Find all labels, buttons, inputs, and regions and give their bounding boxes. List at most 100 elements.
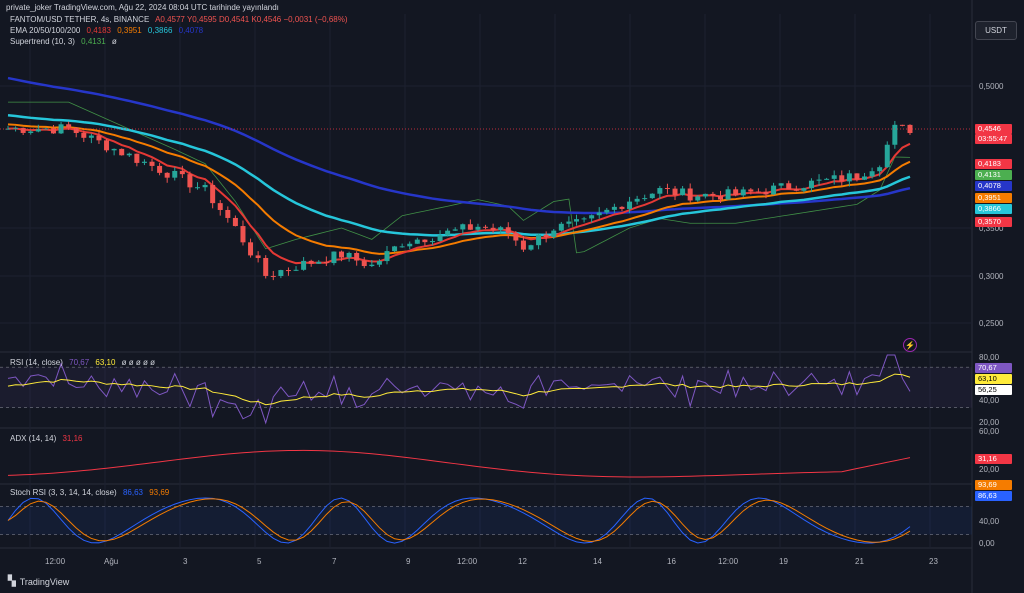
candle-body — [13, 127, 19, 129]
candle-body — [111, 148, 117, 151]
candle-body — [240, 226, 246, 243]
candle-body — [422, 239, 428, 243]
candle-body — [543, 234, 549, 237]
candle-body — [854, 173, 860, 180]
candle-body — [907, 124, 913, 134]
candle-body — [58, 124, 64, 134]
candle-body — [483, 226, 489, 228]
candle-body — [695, 196, 701, 201]
candle-body — [619, 206, 625, 209]
ema-legend[interactable]: EMA 20/50/100/200 0,4183 0,3951 0,3866 0… — [10, 26, 207, 35]
rsi-label: 63,10 — [975, 374, 1012, 384]
stoch-name: Stoch RSI (3, 3, 14, 14, close) — [10, 488, 117, 497]
adx-label: 31,16 — [975, 454, 1012, 464]
candle-body — [892, 124, 898, 145]
candle-body — [884, 144, 890, 168]
rsi-name: RSI (14, close) — [10, 358, 63, 367]
rsi-rest: ø ø ø ø ø — [121, 358, 155, 367]
candle-body — [634, 198, 640, 202]
candle-body — [862, 176, 868, 180]
candle-body — [293, 269, 299, 271]
rsi-v1: 70,67 — [69, 358, 90, 367]
candle-body — [194, 187, 200, 189]
adx-line — [7, 449, 911, 478]
candle-body — [339, 251, 345, 258]
candle-body — [50, 128, 56, 134]
candle-body — [429, 241, 435, 243]
candle-body — [81, 132, 87, 138]
time-tick: 3 — [183, 557, 188, 566]
rsi-ma-line — [7, 373, 911, 406]
stoch-legend[interactable]: Stoch RSI (3, 3, 14, 14, close) 86,63 93… — [10, 488, 173, 497]
candle-body — [551, 230, 557, 237]
ema-20-line — [7, 127, 911, 265]
candle-body — [369, 264, 375, 267]
candle-body — [816, 179, 822, 181]
candle-body — [452, 229, 458, 231]
candle-body — [384, 251, 390, 262]
candle-body — [376, 261, 382, 265]
candle-body — [733, 189, 739, 196]
rsi-v2: 63,10 — [95, 358, 116, 367]
candle-body — [649, 193, 655, 199]
candle-body — [839, 175, 845, 182]
candle-body — [308, 260, 314, 264]
candle-body — [217, 203, 223, 210]
candle-body — [808, 180, 814, 189]
candle-body — [285, 270, 291, 272]
candle-body — [172, 170, 178, 178]
adx-v1: 31,16 — [62, 434, 83, 443]
candle-body — [263, 257, 269, 276]
candle-body — [35, 129, 41, 132]
candle-body — [225, 209, 231, 218]
candle-body — [520, 240, 526, 250]
candle-body — [475, 226, 481, 230]
candle-body — [604, 209, 610, 213]
time-tick: 21 — [855, 557, 864, 566]
candle-body — [141, 161, 147, 163]
lightning-icon[interactable]: ⚡ — [903, 338, 917, 352]
price-label: 0,3951 — [975, 193, 1012, 203]
stoch-label: 86,63 — [975, 491, 1012, 501]
rsi-tick: 20,00 — [979, 418, 1000, 427]
ema-v4: 0,4078 — [178, 26, 204, 35]
candle-body — [899, 124, 905, 126]
candle-body — [778, 183, 784, 186]
candle-body — [748, 189, 754, 192]
candle-body — [149, 161, 155, 166]
symbol-legend[interactable]: FANTOM/USD TETHER, 4s, BINANCE A0,4577 Y… — [10, 15, 352, 24]
candle-body — [248, 242, 254, 256]
supertrend-legend[interactable]: Supertrend (10, 3) 0,4131 ø — [10, 37, 121, 46]
candle-body — [316, 261, 322, 264]
time-tick: 12 — [518, 557, 527, 566]
candle-body — [536, 234, 542, 246]
candle-body — [5, 128, 11, 130]
candle-body — [179, 170, 185, 175]
stoch-v1: 86,63 — [122, 488, 143, 497]
stoch-d-line — [7, 498, 911, 543]
adx-legend[interactable]: ADX (14, 14) 31,16 — [10, 434, 87, 443]
candle-body — [740, 189, 746, 196]
tradingview-logo-icon: ▚ — [8, 576, 16, 587]
candle-body — [255, 255, 261, 258]
rsi-line — [7, 354, 911, 425]
candle-body — [354, 252, 360, 261]
currency-button[interactable]: USDT — [975, 21, 1017, 40]
candle-body — [596, 212, 602, 216]
tradingview-logo[interactable]: ▚ TradingView — [8, 576, 69, 587]
time-tick: 14 — [593, 557, 602, 566]
tradingview-brand: TradingView — [19, 576, 70, 587]
time-tick: 5 — [257, 557, 262, 566]
candle-body — [270, 275, 276, 277]
candle-body — [581, 218, 587, 220]
candle-body — [331, 251, 337, 264]
candle-body — [831, 175, 837, 179]
rsi-legend[interactable]: RSI (14, close) 70,67 63,10 ø ø ø ø ø — [10, 358, 159, 367]
time-tick: Ağu — [104, 557, 119, 566]
candle-body — [725, 189, 731, 200]
rsi-band — [0, 367, 972, 408]
rsi-label: 70,67 — [975, 363, 1012, 373]
candle-body — [28, 131, 34, 133]
candle-body — [498, 227, 504, 231]
